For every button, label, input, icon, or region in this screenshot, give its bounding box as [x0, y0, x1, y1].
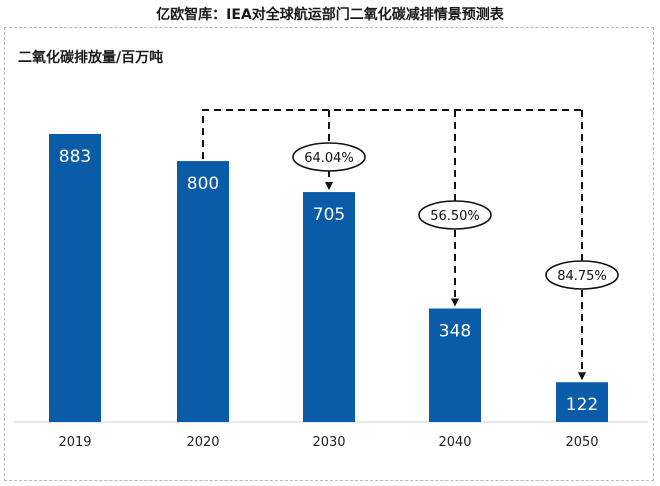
reduction-label-2050: 84.75% — [557, 269, 607, 284]
reduction-oval-2050 — [545, 260, 619, 290]
bar-2019 — [49, 134, 101, 422]
chart-frame — [4, 27, 654, 481]
reduction-label-2030: 64.04% — [304, 151, 354, 166]
reduction-label-2040: 56.50% — [430, 209, 480, 224]
bar-2050 — [556, 382, 608, 422]
bar-value-label-2019: 883 — [59, 147, 91, 167]
bar-2020 — [177, 161, 229, 422]
x-tick-label-2050: 2050 — [565, 435, 598, 450]
bar-value-label-2040: 348 — [439, 321, 471, 341]
reduction-oval-2030 — [292, 142, 366, 172]
reduction-connector-top — [202, 109, 582, 160]
bar-value-label-2030: 705 — [313, 205, 345, 225]
x-tick-label-2040: 2040 — [438, 435, 471, 450]
bar-2040 — [429, 308, 481, 422]
bar-value-label-2020: 800 — [187, 174, 219, 194]
x-tick-label-2019: 2019 — [58, 435, 91, 450]
bar-value-label-2050: 122 — [566, 395, 598, 415]
bar-2030 — [303, 192, 355, 422]
x-tick-label-2020: 2020 — [186, 435, 219, 450]
y-axis-unit-label: 二氧化碳排放量/百万吨 — [18, 50, 164, 66]
chart-title: 亿欧智库：IEA对全球航运部门二氧化碳减排情景预测表 — [156, 7, 504, 23]
x-tick-label-2030: 2030 — [312, 435, 345, 450]
reduction-oval-2040 — [418, 200, 492, 230]
